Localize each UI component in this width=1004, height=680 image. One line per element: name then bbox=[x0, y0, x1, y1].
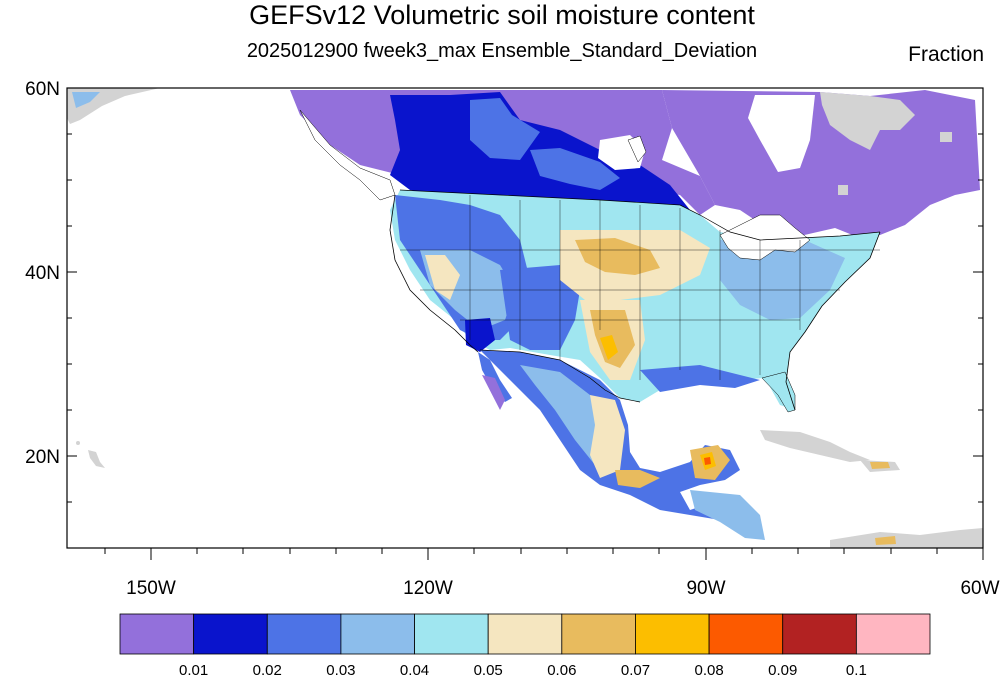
central-america bbox=[690, 490, 765, 540]
colorbar-swatch bbox=[487, 613, 563, 655]
bottom-ticks bbox=[104, 548, 984, 560]
colorbar-tick-label: 0.03 bbox=[326, 662, 356, 679]
yucatan-peak bbox=[704, 457, 711, 465]
colorbar-tick-label: 0.09 bbox=[768, 662, 798, 679]
colorbar-tick-label: 0.06 bbox=[547, 662, 577, 679]
great-lakes bbox=[719, 214, 811, 261]
colorbar-swatch bbox=[193, 613, 268, 655]
baja-purple bbox=[482, 375, 505, 410]
mexico-moderate bbox=[615, 470, 660, 488]
hawaii-island bbox=[76, 441, 80, 445]
colorbar-swatch bbox=[855, 613, 931, 655]
west-coastline bbox=[389, 194, 479, 353]
map-plot-area bbox=[67, 88, 983, 548]
units-label: Fraction bbox=[908, 43, 984, 66]
west-dry bbox=[425, 255, 460, 300]
lat-label: 20N bbox=[25, 447, 60, 468]
colorbar-swatch bbox=[561, 613, 636, 655]
mexico-dry bbox=[590, 395, 625, 478]
us-canada-border bbox=[399, 189, 881, 241]
colorbar-tick-label: 0.02 bbox=[252, 662, 282, 679]
plains-moderate bbox=[575, 238, 660, 275]
colorbar-swatch bbox=[266, 613, 342, 655]
winnipeg-lake bbox=[627, 135, 647, 163]
bc-coast bbox=[299, 109, 396, 201]
lon-label: 120W bbox=[403, 578, 453, 599]
colorbar-tick-label: 0.05 bbox=[473, 662, 503, 679]
canada-mid-band bbox=[530, 148, 620, 190]
lon-label: 90W bbox=[686, 578, 725, 599]
lon-label: 150W bbox=[126, 578, 176, 599]
map-title: GEFSv12 Volumetric soil moisture content bbox=[249, 0, 755, 30]
hawaii bbox=[88, 450, 105, 468]
colorbar-tick-label: 0.08 bbox=[694, 662, 724, 679]
colorbar bbox=[119, 613, 931, 655]
colorbar-tick-label: 0.07 bbox=[620, 662, 651, 679]
arizona-blue bbox=[465, 318, 495, 352]
cuba bbox=[760, 430, 870, 462]
right-ticks bbox=[973, 87, 983, 503]
map-subtitle: 2025012900 fweek3_max Ensemble_Standard_… bbox=[246, 40, 758, 62]
south-america-dry bbox=[875, 536, 896, 545]
missing-cell bbox=[838, 185, 848, 195]
left-ticks bbox=[67, 87, 77, 503]
us-states-grid bbox=[400, 195, 880, 380]
colorbar-swatch bbox=[414, 613, 489, 655]
east-coastline bbox=[785, 231, 881, 411]
missing-cell bbox=[940, 132, 952, 142]
colorbar-tick-label: 0.04 bbox=[399, 662, 430, 679]
canada-mid-band bbox=[470, 98, 540, 160]
texas-high bbox=[600, 335, 618, 360]
us-mexico-border bbox=[479, 349, 641, 403]
south-america-north bbox=[830, 528, 983, 548]
lat-label: 40N bbox=[25, 263, 60, 284]
colorbar-swatch bbox=[635, 613, 710, 655]
colorbar-tick-label: 0.01 bbox=[179, 662, 209, 679]
lat-label: 60N bbox=[25, 79, 60, 100]
colorbar-swatch bbox=[119, 613, 195, 655]
colorbar-swatch bbox=[708, 613, 784, 655]
colorbar-swatch bbox=[782, 613, 857, 655]
hudson-bay bbox=[748, 95, 815, 172]
colorbar-swatch bbox=[340, 613, 415, 655]
missing-cell bbox=[860, 118, 870, 128]
hispaniola-dry bbox=[870, 462, 890, 469]
baja-california bbox=[478, 352, 512, 402]
mexico-inner bbox=[520, 365, 610, 465]
lon-label: 60W bbox=[960, 578, 999, 599]
gulf-coast bbox=[640, 365, 760, 392]
alaska-blue bbox=[72, 92, 100, 108]
colorbar-tick-label: 0.1 bbox=[845, 662, 867, 679]
